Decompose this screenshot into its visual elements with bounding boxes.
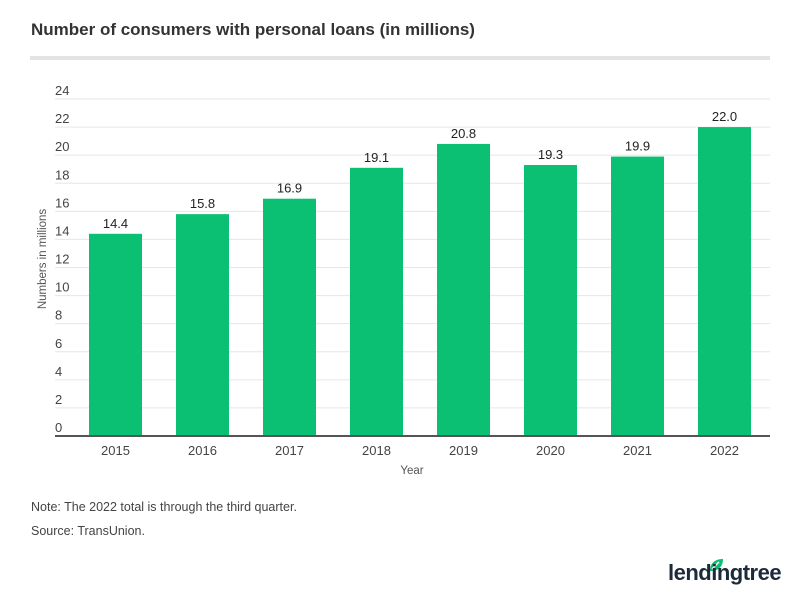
chart-title: Number of consumers with personal loans … bbox=[31, 20, 475, 39]
y-tick-label: 20 bbox=[55, 139, 69, 154]
chart-note: Note: The 2022 total is through the thir… bbox=[31, 500, 297, 514]
bar-2018 bbox=[350, 167, 403, 436]
lendingtree-leaf-icon bbox=[710, 559, 723, 571]
x-tick-label: 2015 bbox=[101, 443, 130, 458]
y-tick-label: 24 bbox=[55, 83, 69, 98]
chart-source: Source: TransUnion. bbox=[31, 524, 145, 538]
data-label: 14.4 bbox=[103, 216, 128, 231]
bar-2016 bbox=[176, 214, 229, 436]
bar-2019 bbox=[437, 143, 490, 436]
title-divider bbox=[30, 56, 770, 60]
y-tick-label: 12 bbox=[55, 252, 69, 267]
x-tick-label: 2022 bbox=[710, 443, 739, 458]
data-label: 16.9 bbox=[277, 181, 302, 196]
data-label: 19.9 bbox=[625, 139, 650, 154]
y-tick-label: 14 bbox=[55, 223, 69, 238]
data-label: 19.3 bbox=[538, 147, 563, 162]
data-label: 15.8 bbox=[190, 196, 215, 211]
y-tick-label: 22 bbox=[55, 111, 69, 126]
data-label: 19.1 bbox=[364, 150, 389, 165]
bar-2015 bbox=[89, 233, 142, 436]
bar-chart: 02468101214161820222414.4201515.8201616.… bbox=[37, 83, 770, 477]
x-tick-label: 2018 bbox=[362, 443, 391, 458]
x-tick-label: 2021 bbox=[623, 443, 652, 458]
y-tick-label: 2 bbox=[55, 392, 62, 407]
y-tick-label: 16 bbox=[55, 195, 69, 210]
data-label: 22.0 bbox=[712, 109, 737, 124]
y-axis-title: Numbers in millions bbox=[37, 209, 49, 310]
y-tick-label: 0 bbox=[55, 420, 62, 435]
y-tick-label: 6 bbox=[55, 336, 62, 351]
x-tick-label: 2019 bbox=[449, 443, 478, 458]
y-tick-label: 18 bbox=[55, 167, 69, 182]
bar-2017 bbox=[263, 198, 316, 436]
bar-2020 bbox=[524, 164, 577, 436]
data-label: 20.8 bbox=[451, 126, 476, 141]
y-tick-label: 10 bbox=[55, 280, 69, 295]
x-tick-label: 2017 bbox=[275, 443, 304, 458]
bar-2022 bbox=[698, 127, 751, 436]
y-tick-label: 8 bbox=[55, 308, 62, 323]
x-axis-title: Year bbox=[400, 465, 423, 477]
bar-2021 bbox=[611, 156, 664, 436]
y-tick-label: 4 bbox=[55, 364, 62, 379]
lendingtree-logo: lendingtree bbox=[668, 560, 782, 585]
x-tick-label: 2020 bbox=[536, 443, 565, 458]
x-tick-label: 2016 bbox=[188, 443, 217, 458]
